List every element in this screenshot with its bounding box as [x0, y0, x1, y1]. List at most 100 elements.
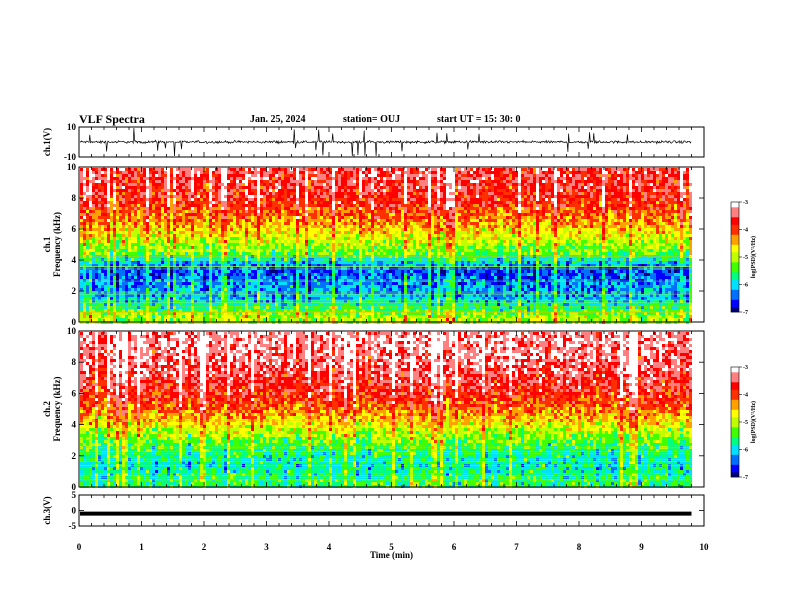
spectrogram-cell: [164, 237, 167, 240]
spectrogram-cell: [89, 240, 92, 243]
spectrogram-cell: [311, 285, 314, 288]
spectrogram-cell: [161, 255, 164, 258]
spectrogram-cell: [209, 267, 212, 270]
spectrogram-cell: [311, 312, 314, 315]
spectrogram-cell: [146, 264, 149, 267]
spectrogram-cell: [269, 237, 272, 240]
spectrogram-cell: [161, 219, 164, 222]
spectrogram-cell: [188, 255, 191, 258]
spectrogram-cell: [188, 303, 191, 306]
spectrogram-cell: [275, 189, 278, 192]
spectrogram-cell: [233, 216, 236, 219]
spectrogram-cell: [104, 222, 107, 225]
spectrogram-cell: [107, 186, 110, 189]
spectrogram-cell: [245, 267, 248, 270]
spectrogram-cell: [353, 225, 356, 228]
spectrogram-cell: [116, 297, 119, 300]
spectrogram-cell: [209, 288, 212, 291]
spectrogram-cell: [176, 276, 179, 279]
spectrogram-cell: [326, 180, 329, 183]
spectrogram-cell: [332, 183, 335, 186]
spectrogram-cell: [167, 318, 170, 321]
spectrogram-cell: [206, 195, 209, 198]
spectrogram-cell: [332, 216, 335, 219]
spectrogram-cell: [125, 318, 128, 321]
spectrogram-cell: [344, 237, 347, 240]
spectrogram-cell: [191, 261, 194, 264]
spectrogram-cell: [323, 309, 326, 312]
spectrogram-cell: [275, 294, 278, 297]
spectrogram-cell: [188, 273, 191, 276]
spectrogram-cell: [110, 219, 113, 222]
spectrogram-cell: [347, 255, 350, 258]
spectrogram-cell: [323, 279, 326, 282]
spectrogram-cell: [110, 231, 113, 234]
spectrogram-cell: [128, 195, 131, 198]
spectrogram-cell: [203, 171, 206, 174]
spectrogram-cell: [185, 198, 188, 201]
spectrogram-cell: [302, 225, 305, 228]
spectrogram-cell: [254, 261, 257, 264]
spectrogram-cell: [161, 318, 164, 321]
spectrogram-cell: [128, 264, 131, 267]
spectrogram-cell: [116, 303, 119, 306]
spectrogram-cell: [188, 177, 191, 180]
spectrogram-cell: [227, 171, 230, 174]
spectrogram-cell: [257, 279, 260, 282]
spectrogram-cell: [215, 279, 218, 282]
spectrogram-cell: [311, 303, 314, 306]
spectrogram-cell: [170, 228, 173, 231]
spectrogram-cell: [119, 192, 122, 195]
spectrogram-cell: [98, 288, 101, 291]
spectrogram-cell: [164, 300, 167, 303]
spectrogram-cell: [86, 264, 89, 267]
spectrogram-cell: [167, 258, 170, 261]
spectrogram-cell: [143, 267, 146, 270]
spectrogram-cell: [260, 300, 263, 303]
spectrogram-cell: [323, 198, 326, 201]
spectrogram-cell: [158, 297, 161, 300]
spectrogram-cell: [320, 276, 323, 279]
spectrogram-cell: [221, 240, 224, 243]
spectrogram-cell: [86, 294, 89, 297]
spectrogram-cell: [227, 198, 230, 201]
spectrogram-cell: [320, 273, 323, 276]
spectrogram-cell: [230, 285, 233, 288]
spectrogram-cell: [113, 267, 116, 270]
spectrogram-cell: [323, 189, 326, 192]
spectrogram-cell: [272, 246, 275, 249]
spectrogram-cell: [269, 279, 272, 282]
spectrogram-cell: [257, 168, 260, 171]
spectrogram-cell: [230, 306, 233, 309]
spectrogram-cell: [278, 297, 281, 300]
spectrogram-cell: [188, 279, 191, 282]
spectrogram-cell: [140, 273, 143, 276]
spectrogram-cell: [308, 168, 311, 171]
spectrogram-cell: [194, 210, 197, 213]
spectrogram-cell: [323, 177, 326, 180]
spectrogram-cell: [332, 246, 335, 249]
spectrogram-cell: [323, 192, 326, 195]
spectrogram-cell: [299, 297, 302, 300]
spectrogram-cell: [284, 204, 287, 207]
spectrogram-cell: [200, 207, 203, 210]
spectrogram-cell: [209, 276, 212, 279]
spectrogram-cell: [122, 261, 125, 264]
spectrogram-cell: [341, 303, 344, 306]
spectrogram-cell: [188, 213, 191, 216]
spectrogram-cell: [335, 198, 338, 201]
spectrogram-cell: [242, 300, 245, 303]
spectrogram-cell: [140, 186, 143, 189]
spectrogram-cell: [152, 291, 155, 294]
spectrogram-cell: [131, 213, 134, 216]
spectrogram-cell: [200, 180, 203, 183]
spectrogram-cell: [326, 261, 329, 264]
spectrogram-cell: [161, 312, 164, 315]
spectrogram-cell: [212, 174, 215, 177]
spectrogram-cell: [257, 267, 260, 270]
spectrogram-cell: [233, 249, 236, 252]
spectrogram-cell: [272, 312, 275, 315]
spectrogram-cell: [248, 192, 251, 195]
spectrogram-cell: [275, 255, 278, 258]
spectrogram-cell: [281, 285, 284, 288]
